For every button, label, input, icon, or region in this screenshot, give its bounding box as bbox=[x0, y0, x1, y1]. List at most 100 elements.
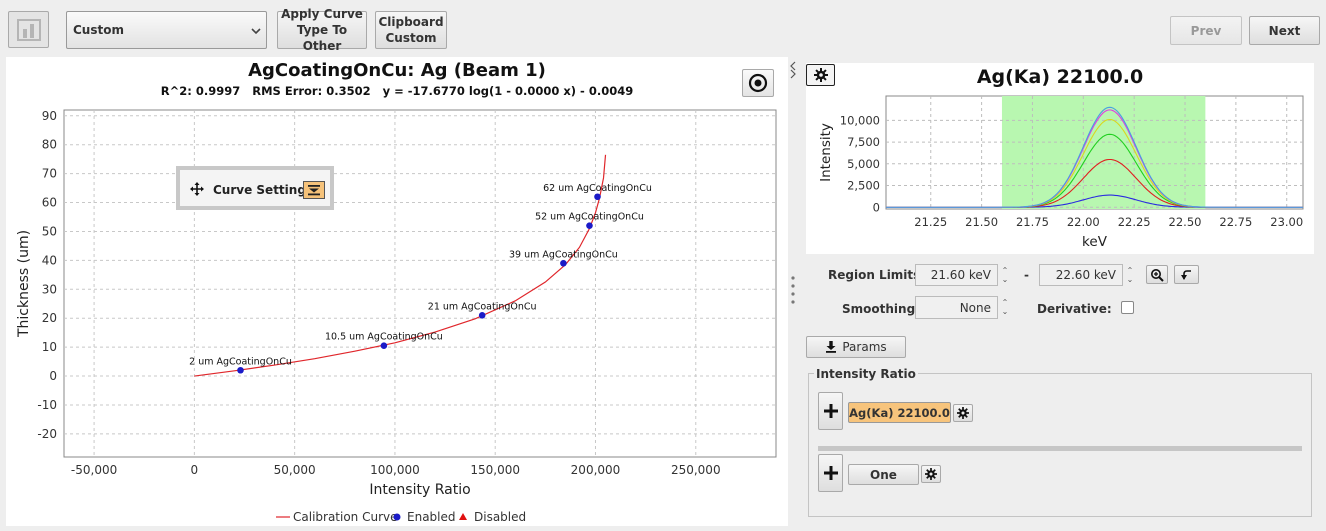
calibration-chart-panel: AgCoatingOnCu: Ag (Beam 1) R^2: 0.9997 R… bbox=[6, 57, 788, 526]
standard-point-label: 62 um AgCoatingOnCu bbox=[543, 183, 652, 194]
region-highlight bbox=[1001, 96, 1206, 209]
spectrum-settings-button[interactable] bbox=[806, 64, 835, 86]
spectrum-series-line bbox=[886, 106, 1303, 208]
x-tick-label: 22.75 bbox=[1219, 215, 1252, 229]
y-tick-label: 20 bbox=[42, 311, 57, 325]
standard-point-label: 21 um AgCoatingOnCu bbox=[428, 301, 537, 312]
x-axis-label: Intensity Ratio bbox=[369, 482, 470, 498]
params-button[interactable]: Params bbox=[806, 336, 906, 358]
y-tick-label: 2,500 bbox=[847, 179, 880, 193]
reset-region-button[interactable] bbox=[1174, 265, 1199, 284]
chevron-down-icon bbox=[251, 28, 261, 35]
x-tick-label: 21.25 bbox=[914, 215, 947, 229]
x-tick-label: -50,000 bbox=[71, 463, 117, 477]
x-tick-label: 21.50 bbox=[965, 215, 998, 229]
standard-point-label: 52 um AgCoatingOnCu bbox=[535, 212, 644, 223]
x-tick-label: 0 bbox=[191, 463, 199, 477]
smoothing-stepper[interactable]: ⌃ ⌄ bbox=[1001, 298, 1009, 316]
clipboard-label-1: Clipboard bbox=[378, 15, 444, 29]
region-high-input[interactable]: 22.60 keV bbox=[1039, 264, 1123, 286]
next-button[interactable]: Next bbox=[1249, 16, 1320, 45]
splitter-handle[interactable] bbox=[789, 60, 797, 530]
y-tick-label: 40 bbox=[42, 253, 57, 267]
y-tick-label: 5,000 bbox=[847, 157, 880, 171]
chart-target-button[interactable] bbox=[742, 69, 774, 97]
legend-enabled-swatch bbox=[393, 513, 401, 521]
spectrum-chart-panel: Ag(Ka) 22100.0 21.25 21.50 21.75 22.00 22.25… bbox=[806, 63, 1314, 254]
standard-point bbox=[237, 366, 244, 374]
smoothing-label: Smoothing: bbox=[842, 302, 920, 316]
y-tick-label: 80 bbox=[42, 138, 57, 152]
y-tick-label: -20 bbox=[37, 427, 57, 441]
gear-icon bbox=[957, 407, 969, 419]
add-numerator-button[interactable] bbox=[818, 392, 843, 430]
derivative-checkbox[interactable] bbox=[1121, 301, 1134, 314]
x-tick-label: 200,000 bbox=[571, 463, 621, 477]
x-tick-label: 50,000 bbox=[274, 463, 316, 477]
y-axis-label: Thickness (um) bbox=[16, 230, 32, 338]
curve-settings-expand-button[interactable] bbox=[303, 181, 325, 199]
spectrum-chart-title: Ag(Ka) 22100.0 bbox=[976, 66, 1144, 88]
x-tick-label: 22.25 bbox=[1118, 215, 1151, 229]
standard-point bbox=[586, 222, 593, 229]
y-tick-label: 60 bbox=[42, 196, 57, 210]
denominator-settings-button[interactable] bbox=[921, 465, 941, 483]
splitter-grip-icon bbox=[791, 276, 795, 304]
y-tick-label: 10 bbox=[42, 340, 57, 354]
y-tick-label: 7,500 bbox=[847, 135, 880, 149]
move-icon[interactable] bbox=[190, 182, 204, 196]
apply-curve-type-button[interactable]: Apply Curve Type To Other bbox=[277, 7, 367, 53]
y-tick-label: 50 bbox=[42, 224, 57, 238]
prev-button[interactable]: Prev bbox=[1170, 16, 1242, 45]
y-tick-label: 0 bbox=[49, 369, 57, 383]
smoothing-input[interactable]: None bbox=[915, 296, 998, 319]
calibration-curve-line bbox=[194, 154, 607, 377]
y-tick-label: 90 bbox=[42, 109, 57, 123]
zoom-icon bbox=[1151, 268, 1164, 282]
x-axis-label: keV bbox=[1082, 234, 1108, 250]
x-tick-label: 22.50 bbox=[1169, 215, 1202, 229]
calibration-chart: -50,000 0 50,000 100,000 150,000 200,000 250,0… bbox=[16, 109, 777, 524]
standard-point bbox=[594, 193, 601, 201]
gear-icon bbox=[813, 68, 828, 82]
curve-type-select[interactable]: Custom bbox=[66, 11, 267, 49]
params-label: Params bbox=[842, 340, 887, 354]
x-tick-label: 21.75 bbox=[1016, 215, 1049, 229]
standard-point bbox=[380, 342, 388, 349]
numerator-chip[interactable]: Ag(Ka) 22100.0 bbox=[848, 402, 951, 423]
legend-enabled-label: Enabled bbox=[407, 510, 456, 524]
numerator-settings-button[interactable] bbox=[953, 404, 973, 422]
curve-settings-panel[interactable]: Curve Settings bbox=[176, 166, 334, 210]
standard-point-label: 10.5 um AgCoatingOnCu bbox=[325, 332, 443, 343]
add-denominator-button[interactable] bbox=[818, 454, 843, 492]
legend-curve-label: Calibration Curve bbox=[293, 510, 398, 524]
standard-point-label: 2 um AgCoatingOnCu bbox=[189, 356, 292, 367]
plus-icon bbox=[823, 466, 838, 480]
gear-icon bbox=[925, 468, 937, 480]
ratio-divider bbox=[818, 446, 1302, 451]
chart-view-icon-button[interactable] bbox=[8, 11, 49, 48]
clipboard-custom-button[interactable]: Clipboard Custom bbox=[375, 11, 447, 49]
plus-icon bbox=[823, 404, 838, 418]
region-dash: - bbox=[1024, 268, 1029, 282]
undo-icon bbox=[1180, 269, 1191, 280]
curve-type-value: Custom bbox=[73, 23, 124, 37]
zoom-region-button[interactable] bbox=[1146, 265, 1168, 284]
spectrum-chart: 21.25 21.50 21.75 22.00 22.25 22.50 22.75 23.00… bbox=[818, 95, 1304, 250]
standard-point bbox=[478, 312, 486, 319]
region-high-stepper[interactable]: ⌃ ⌄ bbox=[1126, 266, 1134, 284]
y-axis-label: Intensity bbox=[818, 123, 834, 182]
clipboard-label-2: Custom bbox=[385, 31, 437, 45]
denominator-chip[interactable]: One bbox=[848, 464, 919, 485]
x-tick-label: 100,000 bbox=[370, 463, 420, 477]
legend-disabled-label: Disabled bbox=[474, 510, 526, 524]
y-tick-label: 10,000 bbox=[840, 113, 880, 127]
region-low-stepper[interactable]: ⌃ ⌄ bbox=[1001, 266, 1009, 284]
intensity-ratio-title: Intensity Ratio bbox=[814, 367, 918, 381]
standard-point-label: 39 um AgCoatingOnCu bbox=[509, 249, 618, 260]
x-tick-label: 23.00 bbox=[1270, 215, 1303, 229]
intensity-ratio-group bbox=[808, 373, 1312, 517]
calibration-chart-stats: R^2: 0.9997 RMS Error: 0.3502 y = -17.67… bbox=[160, 84, 634, 98]
curve-settings-label: Curve Settings bbox=[213, 183, 314, 197]
region-low-input[interactable]: 21.60 keV bbox=[915, 264, 998, 286]
